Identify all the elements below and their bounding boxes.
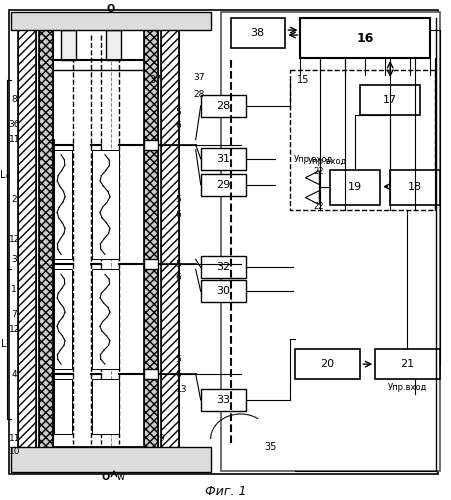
- Bar: [201, 148, 246, 170]
- Text: 5: 5: [176, 108, 181, 118]
- Bar: [106, 30, 121, 60]
- Text: 11: 11: [9, 434, 20, 444]
- Bar: [161, 30, 179, 449]
- Bar: [39, 30, 53, 449]
- Text: 3: 3: [11, 255, 17, 264]
- Bar: [201, 280, 246, 302]
- Text: 10: 10: [9, 448, 20, 456]
- Bar: [61, 30, 76, 60]
- Bar: [295, 349, 360, 379]
- Text: 1: 1: [11, 285, 17, 294]
- Text: 4: 4: [11, 370, 17, 378]
- Bar: [221, 12, 440, 471]
- Text: 5: 5: [176, 354, 181, 364]
- Text: 37: 37: [150, 75, 162, 85]
- Bar: [330, 170, 380, 204]
- Bar: [201, 174, 246, 196]
- Bar: [300, 18, 430, 58]
- Text: 33: 33: [216, 395, 230, 405]
- Text: 20: 20: [320, 359, 334, 369]
- Bar: [360, 85, 420, 115]
- Text: 13: 13: [176, 384, 187, 394]
- Text: O: O: [107, 4, 115, 14]
- Text: 38: 38: [250, 28, 265, 38]
- Text: 28: 28: [216, 101, 230, 111]
- Text: w: w: [117, 472, 125, 482]
- Bar: [201, 95, 246, 117]
- Text: 18: 18: [408, 182, 422, 192]
- Text: 21: 21: [400, 359, 414, 369]
- Bar: [92, 270, 119, 369]
- Bar: [92, 379, 119, 434]
- Text: 8: 8: [11, 96, 17, 104]
- Bar: [11, 12, 211, 30]
- Text: 30: 30: [216, 286, 230, 296]
- Bar: [144, 369, 158, 379]
- Text: Фиг. 1: Фиг. 1: [205, 486, 246, 498]
- Text: 5: 5: [176, 260, 181, 269]
- Bar: [144, 140, 158, 149]
- Bar: [61, 454, 76, 462]
- Text: 22: 22: [313, 167, 324, 176]
- Text: 35: 35: [264, 442, 277, 452]
- Text: 32: 32: [216, 262, 230, 272]
- Text: 12: 12: [9, 324, 20, 334]
- Bar: [11, 447, 211, 472]
- Text: 15: 15: [297, 75, 310, 85]
- Text: 22: 22: [313, 202, 324, 211]
- Bar: [106, 454, 121, 462]
- Text: 28: 28: [194, 90, 205, 100]
- Text: L₀: L₀: [0, 170, 9, 179]
- Bar: [375, 349, 440, 379]
- Bar: [201, 256, 246, 278]
- Text: Упр.вход: Упр.вход: [387, 382, 427, 392]
- Text: 11: 11: [9, 135, 20, 144]
- Text: 6: 6: [176, 273, 181, 282]
- Text: 9: 9: [158, 434, 164, 444]
- Text: 6: 6: [176, 370, 181, 378]
- Bar: [144, 30, 158, 449]
- Bar: [18, 30, 36, 449]
- Text: O: O: [102, 472, 110, 482]
- Bar: [290, 70, 435, 209]
- Text: 7: 7: [11, 310, 17, 319]
- Bar: [230, 18, 285, 48]
- Text: 5: 5: [176, 195, 181, 204]
- Text: L: L: [1, 339, 7, 349]
- Bar: [390, 170, 440, 204]
- Bar: [54, 150, 72, 260]
- Text: 6: 6: [176, 122, 181, 130]
- Text: 6: 6: [176, 210, 181, 219]
- Text: 17: 17: [383, 95, 397, 105]
- Bar: [54, 270, 72, 369]
- Bar: [54, 379, 72, 434]
- Text: 31: 31: [216, 154, 230, 164]
- Text: Упр.вход: Упр.вход: [308, 157, 347, 166]
- Bar: [144, 260, 158, 270]
- Text: 29: 29: [216, 180, 230, 190]
- Text: 37: 37: [194, 74, 205, 82]
- Text: 12: 12: [9, 235, 20, 244]
- Text: 19: 19: [348, 182, 362, 192]
- Text: 2: 2: [11, 195, 17, 204]
- Text: 16: 16: [357, 32, 374, 44]
- Bar: [201, 389, 246, 411]
- Bar: [92, 150, 119, 260]
- Text: 36: 36: [9, 120, 20, 130]
- Text: Упр.вход: Упр.вход: [294, 155, 333, 164]
